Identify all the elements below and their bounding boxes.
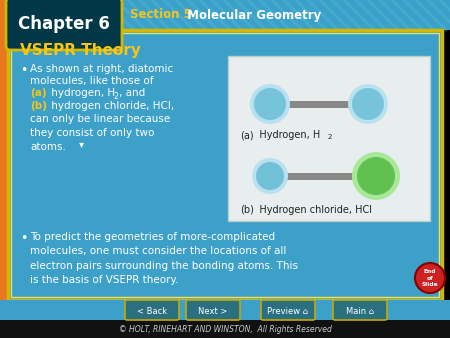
Text: can only be linear because
they consist of only two
atoms.: can only be linear because they consist … — [30, 114, 170, 152]
FancyBboxPatch shape — [125, 300, 179, 320]
FancyBboxPatch shape — [0, 300, 450, 338]
Text: ▾: ▾ — [76, 140, 84, 150]
Text: VSEPR Theory: VSEPR Theory — [20, 43, 141, 57]
FancyBboxPatch shape — [6, 0, 122, 50]
Circle shape — [357, 157, 395, 195]
Text: hydrogen chloride, HCl,: hydrogen chloride, HCl, — [48, 101, 174, 111]
FancyBboxPatch shape — [228, 56, 430, 221]
Text: End
of
Slide: End of Slide — [422, 269, 438, 287]
Text: Next >: Next > — [198, 307, 228, 315]
Text: Section 5: Section 5 — [130, 8, 192, 22]
Text: (b): (b) — [30, 101, 47, 111]
FancyBboxPatch shape — [0, 320, 450, 338]
Text: To predict the geometries of more-complicated
molecules, one must consider the l: To predict the geometries of more-compli… — [30, 232, 298, 285]
Text: Main ⌂: Main ⌂ — [346, 307, 374, 315]
FancyBboxPatch shape — [6, 18, 122, 50]
Text: Molecular Geometry: Molecular Geometry — [179, 8, 321, 22]
Text: 2: 2 — [114, 92, 119, 101]
Circle shape — [254, 88, 286, 120]
Text: •: • — [20, 64, 27, 77]
Text: (b): (b) — [240, 205, 254, 215]
Text: As shown at right, diatomic: As shown at right, diatomic — [30, 64, 173, 74]
Text: < Back: < Back — [137, 307, 167, 315]
Text: molecules, like those of: molecules, like those of — [30, 76, 153, 86]
Text: Hydrogen, H: Hydrogen, H — [250, 130, 320, 140]
Text: (a): (a) — [30, 88, 47, 98]
Text: © HOLT, RINEHART AND WINSTON,  All Rights Reserved: © HOLT, RINEHART AND WINSTON, All Rights… — [118, 324, 332, 334]
FancyBboxPatch shape — [0, 0, 8, 338]
Circle shape — [256, 162, 284, 190]
FancyBboxPatch shape — [8, 30, 442, 300]
Text: hydrogen, H: hydrogen, H — [48, 88, 115, 98]
Text: Hydrogen chloride, HCl: Hydrogen chloride, HCl — [250, 205, 372, 215]
Text: Chapter 6: Chapter 6 — [18, 15, 110, 33]
FancyBboxPatch shape — [333, 300, 387, 320]
Text: , and: , and — [119, 88, 145, 98]
Text: •: • — [20, 232, 27, 245]
Circle shape — [352, 88, 384, 120]
Text: Preview ⌂: Preview ⌂ — [267, 307, 309, 315]
Circle shape — [250, 84, 290, 124]
FancyBboxPatch shape — [8, 0, 450, 30]
FancyBboxPatch shape — [261, 300, 315, 320]
Circle shape — [348, 84, 388, 124]
Text: ▾: ▾ — [112, 47, 117, 57]
FancyBboxPatch shape — [186, 300, 240, 320]
Circle shape — [415, 263, 445, 293]
Text: 2: 2 — [328, 134, 333, 140]
Circle shape — [352, 152, 400, 200]
Text: (a): (a) — [240, 130, 254, 140]
Circle shape — [252, 158, 288, 194]
